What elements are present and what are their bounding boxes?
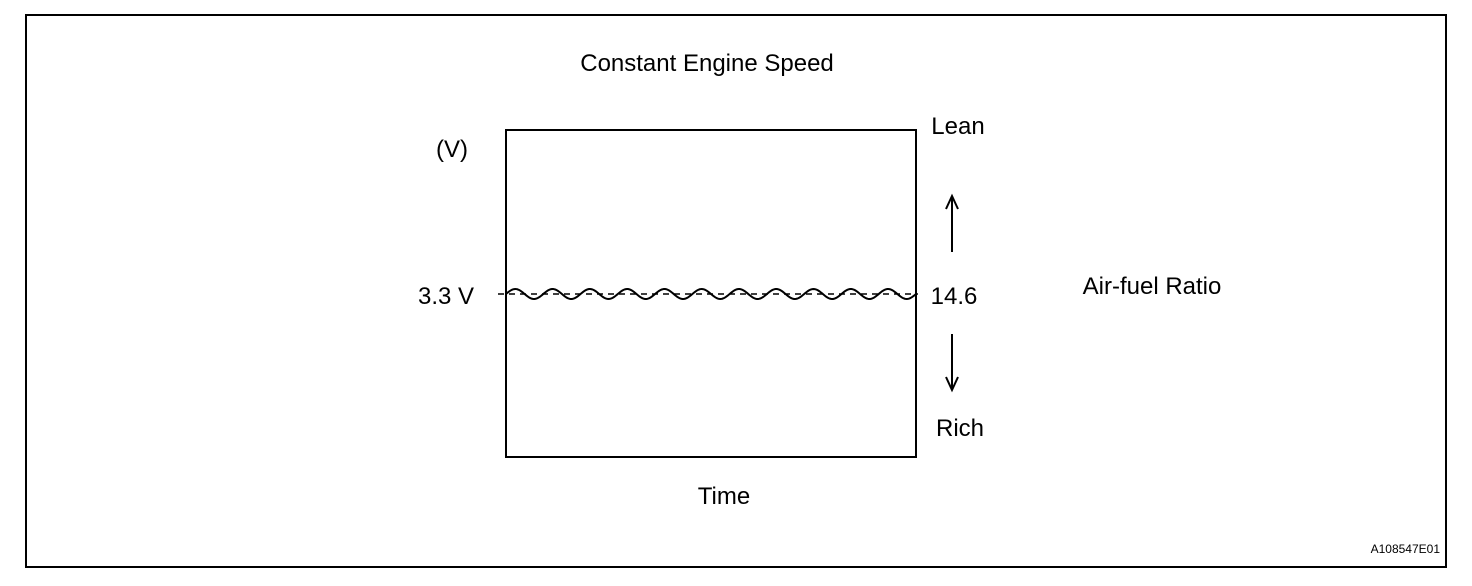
diagram-title: Constant Engine Speed: [580, 50, 834, 77]
rich-arrow-down-icon: [945, 334, 959, 393]
figure-frame: [25, 14, 1447, 568]
reference-voltage-label: 3.3 V: [418, 283, 474, 310]
x-axis-time-label: Time: [698, 483, 750, 510]
lean-arrow-up-icon: [945, 193, 959, 252]
lean-label: Lean: [931, 113, 984, 140]
sensor-signal-wave: [505, 287, 917, 301]
rich-label: Rich: [936, 415, 984, 442]
air-fuel-ratio-label: Air-fuel Ratio: [1083, 273, 1222, 300]
y-axis-unit-label: (V): [436, 136, 468, 163]
figure-code: A108547E01: [1371, 542, 1441, 556]
reference-ratio-label: 14.6: [931, 283, 978, 310]
